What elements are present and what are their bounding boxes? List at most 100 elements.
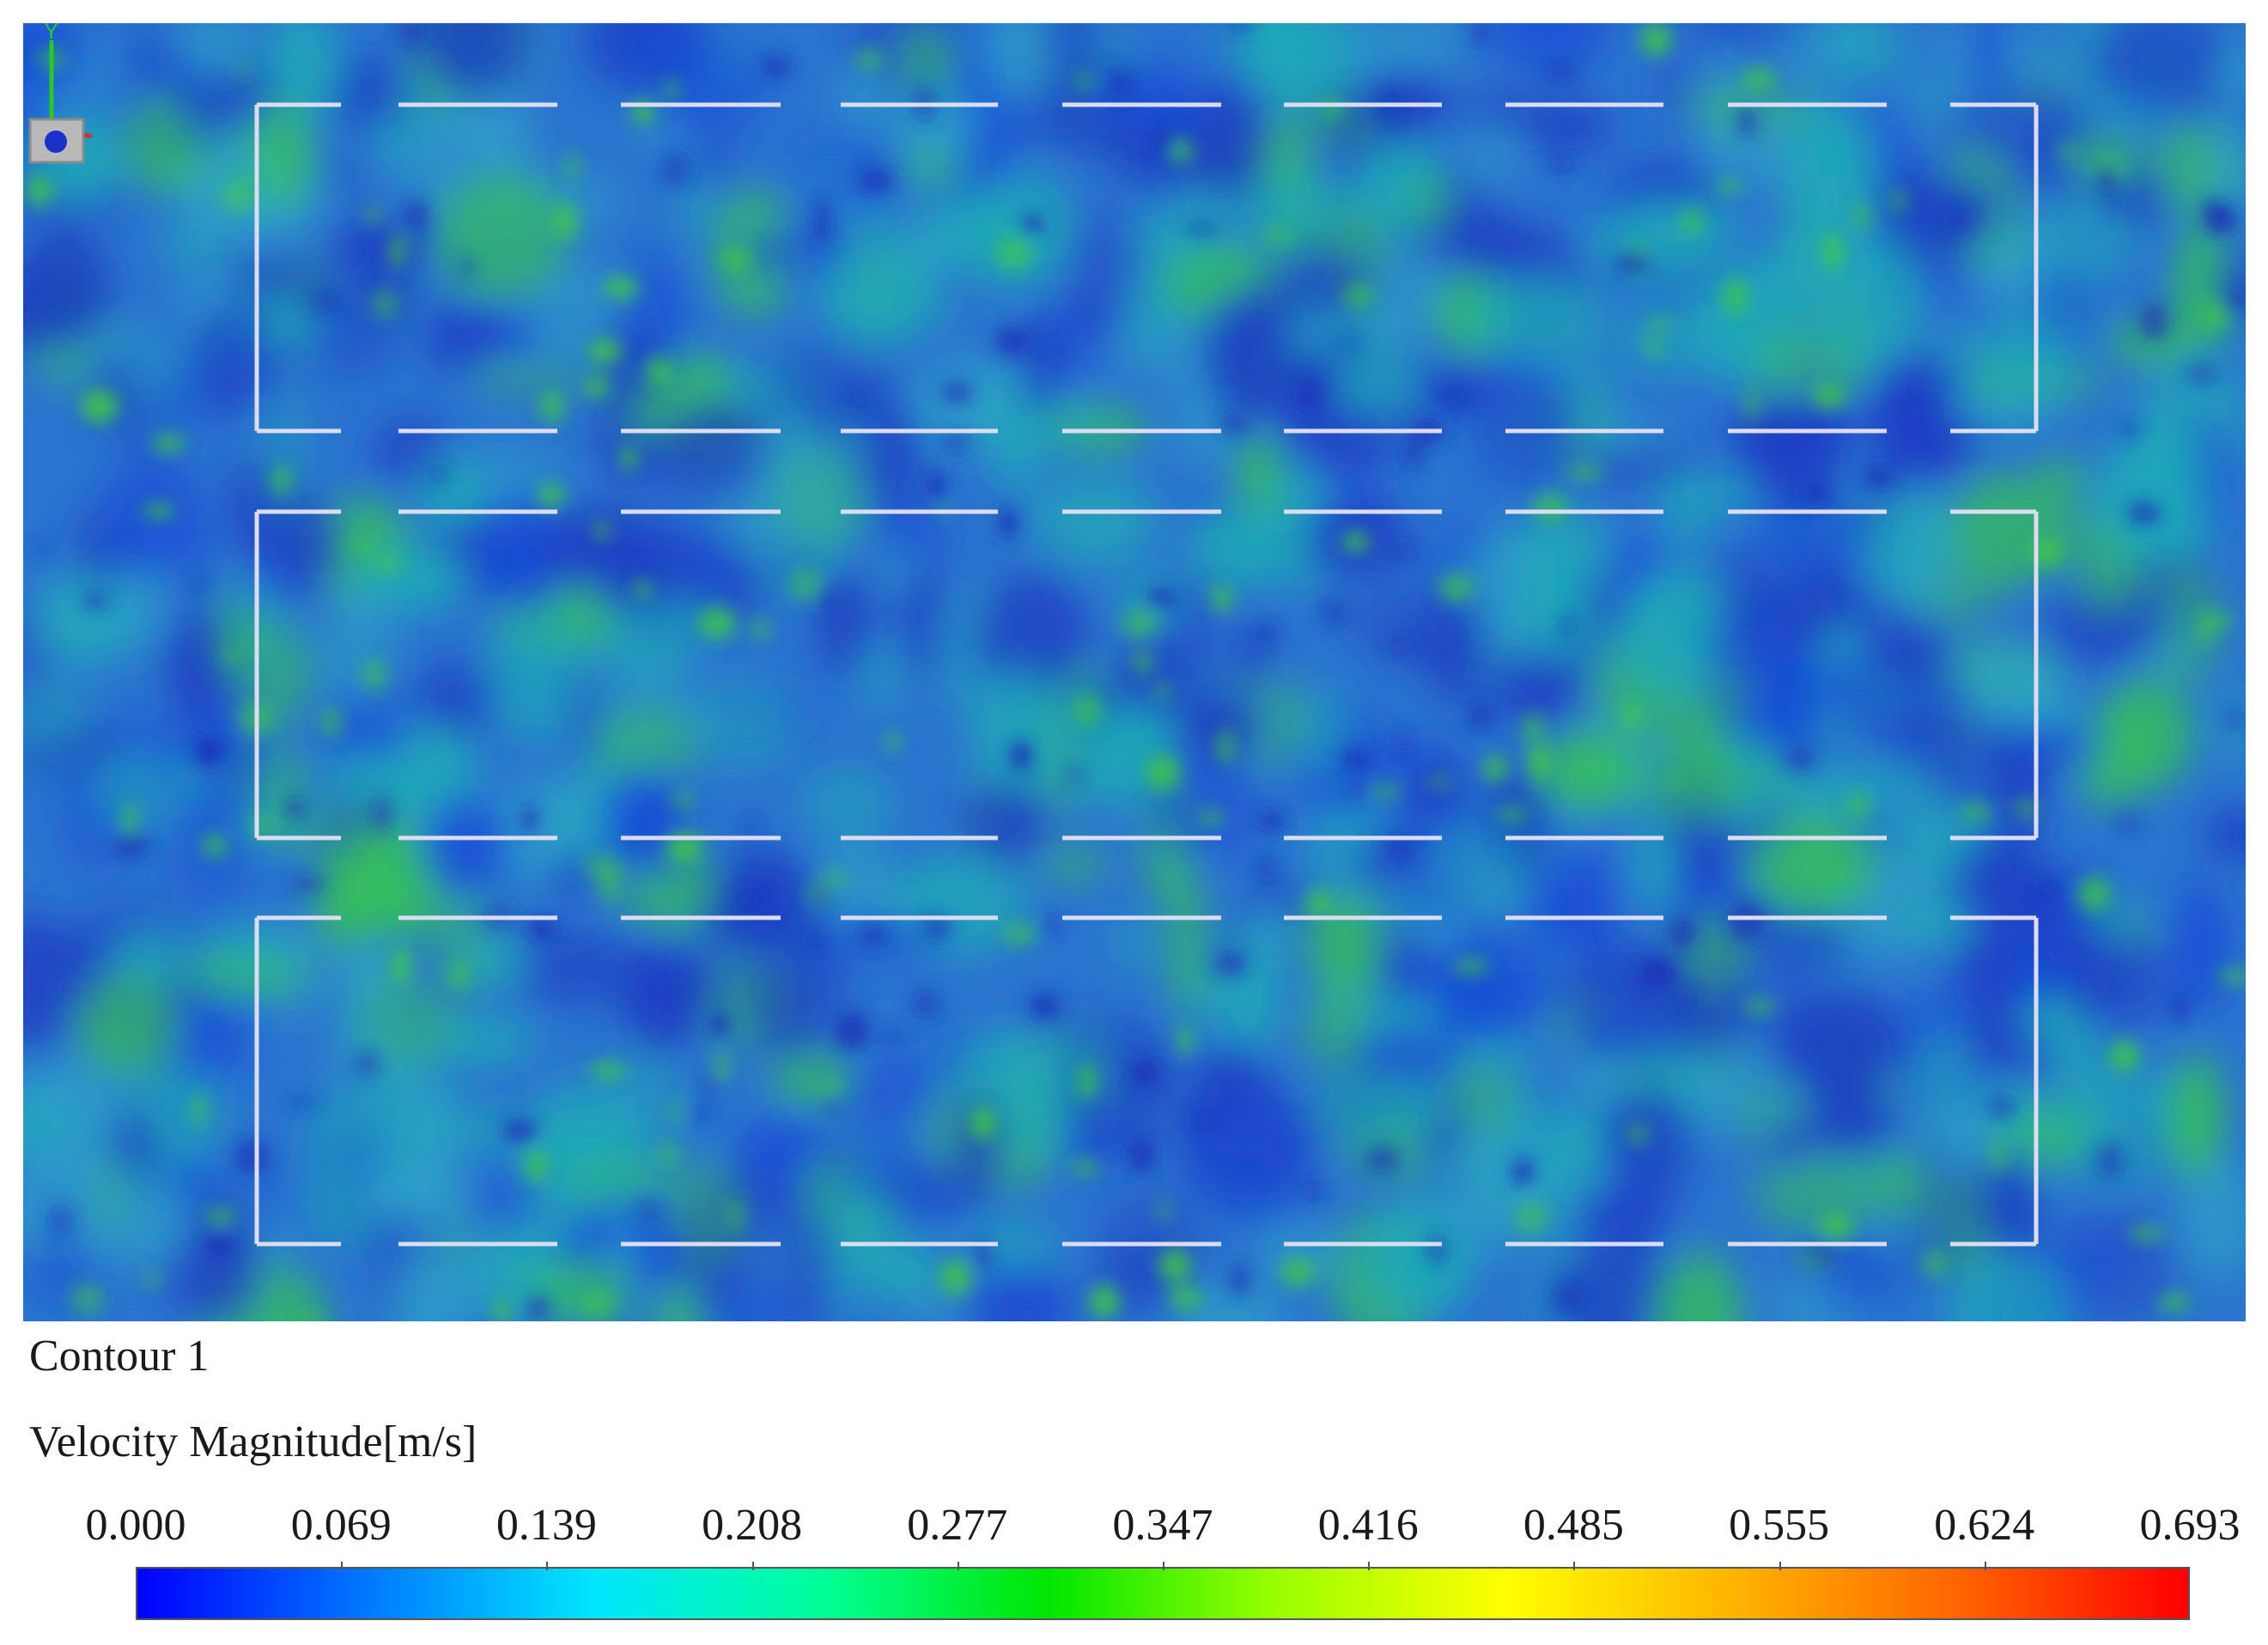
flow-blob bbox=[1339, 749, 1375, 769]
flow-blob bbox=[804, 388, 854, 446]
flow-blob bbox=[123, 803, 137, 837]
flow-blob bbox=[2177, 1160, 2246, 1280]
flow-blob bbox=[676, 174, 714, 238]
flow-blob bbox=[1515, 1202, 1547, 1235]
flow-blob bbox=[1517, 552, 1590, 664]
flow-blob bbox=[1602, 1085, 1696, 1197]
flow-blob bbox=[1490, 23, 1610, 71]
flow-blob bbox=[353, 1051, 380, 1077]
flow-blob bbox=[1752, 495, 1870, 579]
flow-blob bbox=[327, 756, 429, 804]
flow-blob bbox=[1078, 1065, 1097, 1099]
flow-blob bbox=[2029, 263, 2101, 340]
flow-blob bbox=[168, 1196, 264, 1321]
flow-blob bbox=[1876, 353, 1957, 485]
legend-tick-mark bbox=[751, 1562, 754, 1570]
flow-blob bbox=[1536, 731, 1639, 810]
flow-blob bbox=[1351, 588, 1475, 665]
flow-blob bbox=[2129, 1228, 2165, 1240]
flow-blob bbox=[671, 1099, 683, 1123]
flow-blob bbox=[1974, 843, 2014, 881]
flow-blob bbox=[434, 172, 569, 302]
contour-viewport[interactable]: Y bbox=[23, 23, 2246, 1321]
flow-blob bbox=[1512, 1158, 1533, 1186]
flow-blob bbox=[1961, 802, 1990, 822]
flow-blob bbox=[1128, 276, 1166, 360]
flow-blob bbox=[451, 961, 468, 990]
flow-blob bbox=[423, 298, 504, 377]
flow-blob bbox=[581, 1293, 616, 1319]
flow-blob bbox=[616, 598, 729, 644]
flow-blob bbox=[2072, 136, 2141, 182]
flow-blob bbox=[265, 23, 339, 125]
flow-blob bbox=[362, 659, 386, 691]
flow-blob bbox=[2061, 1059, 2186, 1185]
flow-blob bbox=[1577, 446, 1699, 483]
flow-blob bbox=[2058, 1244, 2140, 1278]
legend-tick-label: 0.208 bbox=[702, 1501, 803, 1550]
flow-blob bbox=[152, 436, 185, 452]
flow-blob bbox=[325, 55, 410, 129]
flow-blob bbox=[1199, 811, 1225, 823]
flow-blob bbox=[1636, 749, 1749, 821]
flow-blob bbox=[1569, 1007, 1684, 1065]
flow-blob bbox=[897, 27, 958, 90]
flow-blob bbox=[1561, 617, 1573, 634]
flow-blob bbox=[921, 918, 952, 938]
flow-blob bbox=[698, 608, 736, 639]
flow-blob bbox=[1863, 468, 1894, 487]
flow-blob bbox=[1195, 77, 1271, 203]
legend-colorbar[interactable] bbox=[136, 1567, 2190, 1620]
flow-blob bbox=[820, 872, 848, 884]
flow-blob bbox=[939, 380, 974, 404]
flow-blob bbox=[1533, 493, 1567, 522]
flow-blob bbox=[2078, 877, 2111, 911]
baffle-walls bbox=[254, 102, 2039, 1247]
flow-blob bbox=[1944, 1250, 2071, 1321]
flow-blob bbox=[414, 659, 500, 738]
legend-tick-label: 0.485 bbox=[1523, 1501, 1624, 1550]
flow-blob bbox=[567, 151, 579, 180]
flow-blob bbox=[1715, 181, 1744, 191]
flow-blob bbox=[1128, 1136, 1155, 1174]
flow-blob bbox=[856, 50, 882, 70]
flow-blob bbox=[502, 1118, 537, 1144]
flow-blob bbox=[1236, 622, 1272, 690]
flow-blob bbox=[1128, 1059, 1161, 1087]
flow-blob bbox=[1192, 1113, 1216, 1128]
flow-blob bbox=[1002, 924, 1037, 944]
flow-blob bbox=[932, 1023, 978, 1084]
flow-blob bbox=[1523, 869, 1571, 958]
flow-blob bbox=[666, 81, 678, 98]
flow-blob bbox=[839, 1055, 944, 1126]
flow-blob bbox=[1640, 23, 1671, 57]
flow-blob bbox=[1919, 1033, 1974, 1126]
flow-blob bbox=[1426, 1233, 1447, 1267]
flow-blob bbox=[1737, 397, 1844, 505]
flow-blob bbox=[601, 768, 685, 875]
flow-blob bbox=[1365, 1144, 1400, 1174]
flow-blob bbox=[1568, 1194, 1676, 1235]
legend-tick-label: 0.624 bbox=[1934, 1501, 2035, 1550]
flow-blob bbox=[690, 678, 797, 768]
flow-blob bbox=[1122, 608, 1158, 639]
flow-blob bbox=[1549, 155, 1573, 173]
flow-blob bbox=[83, 592, 107, 610]
flow-blob bbox=[1683, 23, 1817, 45]
flow-blob bbox=[1489, 644, 1589, 726]
flow-blob bbox=[1158, 1248, 1191, 1283]
flow-blob bbox=[1641, 957, 1677, 988]
flow-blob bbox=[805, 888, 830, 900]
flow-blob bbox=[1272, 106, 1385, 143]
flow-blob bbox=[23, 914, 83, 1050]
flow-blob bbox=[1435, 985, 1514, 1045]
flow-blob bbox=[1116, 915, 1150, 968]
legend-tick-label: 0.416 bbox=[1317, 1501, 1419, 1550]
flow-blob bbox=[985, 1261, 1061, 1321]
legend-tick-mark bbox=[341, 1562, 344, 1570]
flow-blob bbox=[1408, 762, 1465, 823]
flow-blob bbox=[1048, 477, 1152, 570]
flow-blob bbox=[1763, 1120, 1806, 1167]
flow-blob bbox=[1466, 129, 1517, 182]
flow-blob bbox=[2194, 420, 2230, 537]
